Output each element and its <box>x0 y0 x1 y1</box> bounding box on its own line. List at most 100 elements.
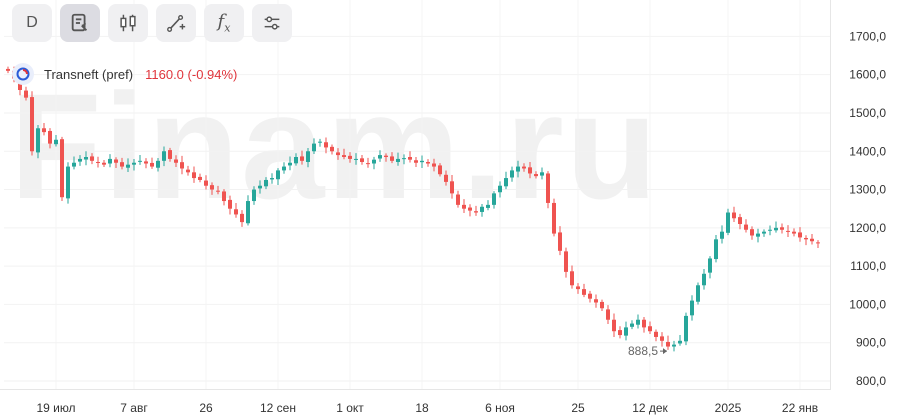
candle-body <box>636 319 640 325</box>
candle-body <box>246 201 250 224</box>
candle-body <box>108 158 112 164</box>
candle-body <box>474 211 478 213</box>
candle-body <box>654 331 658 337</box>
candle-body <box>240 213 244 223</box>
candle-body <box>252 189 256 202</box>
candle-body <box>360 158 364 162</box>
candle-body <box>408 157 412 160</box>
candle-body <box>330 146 334 152</box>
candle-body <box>444 174 448 182</box>
candle-body <box>186 169 190 173</box>
drawing-tools-button[interactable] <box>156 4 196 42</box>
interval-button[interactable]: D <box>12 4 52 42</box>
candle-body <box>276 170 280 180</box>
candle-body <box>810 238 814 242</box>
candle-body <box>504 178 508 187</box>
candle-body <box>306 151 310 162</box>
candle-body <box>750 229 754 236</box>
chart-legend: Transneft (pref) 1160.0 (-0.94%) <box>12 63 237 85</box>
candle-body <box>414 160 418 163</box>
candle-body <box>204 180 208 186</box>
candle-body <box>642 319 646 328</box>
candle-body <box>312 143 316 152</box>
chart-type-button[interactable] <box>108 4 148 42</box>
candle-body <box>486 204 490 208</box>
candle-body <box>510 170 514 178</box>
candle-body <box>564 251 568 272</box>
candle-body <box>666 341 670 347</box>
candle-body <box>702 273 706 286</box>
time-axis-divider <box>0 389 830 390</box>
function-icon: fx <box>217 11 231 35</box>
candle-body <box>270 178 274 180</box>
candle-body <box>540 172 544 176</box>
candle-body <box>720 231 724 239</box>
candle-body <box>66 166 70 199</box>
candle-body <box>54 139 58 145</box>
candle-body <box>174 159 178 163</box>
settings-button[interactable] <box>252 4 292 42</box>
candle-body <box>618 330 622 336</box>
candle-body <box>672 344 676 347</box>
candle-body <box>660 336 664 341</box>
candle-body <box>786 230 790 232</box>
candle-body <box>768 229 772 231</box>
candle-body <box>558 232 562 251</box>
candle-body <box>366 163 370 165</box>
candle-body <box>30 97 34 152</box>
y-tick-label: 1200,0 <box>849 221 886 235</box>
sliders-icon <box>264 16 280 30</box>
candle-body <box>6 68 10 71</box>
candle-body <box>144 161 148 164</box>
candle-body <box>42 128 46 133</box>
candle-body <box>318 141 322 143</box>
candle-body <box>228 199 232 209</box>
candle-body <box>264 179 268 187</box>
x-tick-label: 25 <box>571 401 585 415</box>
candle-body <box>726 212 730 233</box>
candle-body <box>732 212 736 219</box>
candle-body <box>126 164 130 168</box>
candle-body <box>156 160 160 168</box>
candle-body <box>288 162 292 166</box>
y-tick-label: 1600,0 <box>849 68 886 82</box>
candle-body <box>258 185 262 189</box>
price-axis-divider <box>830 0 831 390</box>
candle-body <box>96 161 100 163</box>
price-change: (-0.94%) <box>187 66 238 82</box>
candle-body <box>294 157 298 164</box>
candle-body <box>432 163 436 167</box>
candle-body <box>234 209 238 215</box>
candle-body <box>594 299 598 303</box>
candle-body <box>378 155 382 159</box>
candle-body <box>714 239 718 260</box>
x-tick-label: 2025 <box>715 401 742 415</box>
candle-body <box>462 204 466 209</box>
y-tick-label: 1100,0 <box>850 259 886 273</box>
indicators-button[interactable]: fx <box>204 4 244 42</box>
candle-body <box>396 158 400 162</box>
candle-body <box>738 217 742 225</box>
candle-body <box>588 293 592 299</box>
candle-body <box>138 160 142 162</box>
candle-body <box>696 285 700 302</box>
candle-body <box>552 202 556 234</box>
notes-button[interactable] <box>60 4 100 42</box>
candle-body <box>60 139 64 198</box>
candle-body <box>384 155 388 158</box>
candle-body <box>300 156 304 161</box>
candle-body <box>516 166 520 172</box>
candle-body <box>210 185 214 190</box>
candle-body <box>492 193 496 205</box>
candle-body <box>336 152 340 156</box>
candle-body <box>762 231 766 234</box>
x-tick-label: 19 июл <box>36 401 75 415</box>
x-tick-label: 1 окт <box>336 401 364 415</box>
min-price-label: 888,5 <box>628 344 658 358</box>
candle-body <box>192 172 196 179</box>
x-tick-label: 7 авг <box>120 401 148 415</box>
candle-body <box>450 181 454 194</box>
min-price-arrowhead <box>663 348 667 355</box>
candle-body <box>354 158 358 160</box>
